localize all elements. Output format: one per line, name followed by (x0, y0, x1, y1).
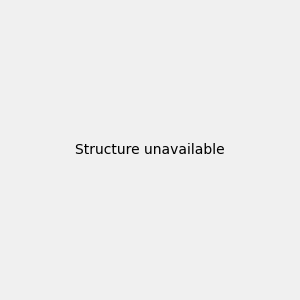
Text: Structure unavailable: Structure unavailable (75, 143, 225, 157)
